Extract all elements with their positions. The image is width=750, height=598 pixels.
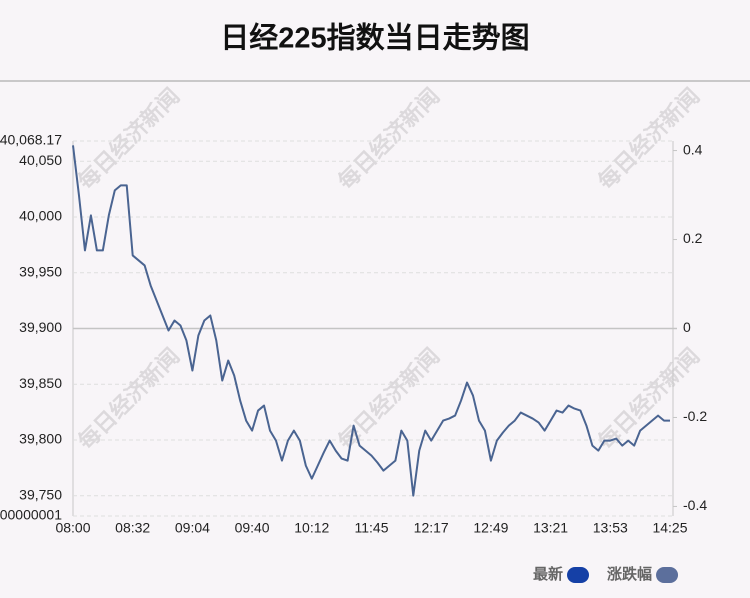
x-tick-label: 08:32 <box>115 520 150 536</box>
price-line <box>72 145 670 497</box>
watermark: 每日经济新闻 <box>593 343 704 454</box>
x-tick-label: 11:45 <box>355 520 389 536</box>
x-tick-label: 13:53 <box>593 520 628 536</box>
watermark: 每日经济新闻 <box>333 83 444 194</box>
watermark: 每日经济新闻 <box>73 83 184 194</box>
x-tick-label: 09:04 <box>175 520 210 536</box>
watermark: 每日经济新闻 <box>333 343 444 454</box>
x-tick-label: 13:21 <box>533 520 568 536</box>
legend-label: 涨跌幅 <box>607 565 652 583</box>
y2-tick-label: -0.2 <box>683 408 707 424</box>
y-tick-label: 40,000 <box>19 208 62 224</box>
y-tick-label: 39,900 <box>19 319 62 335</box>
x-tick-label: 12:49 <box>473 520 508 536</box>
y2-tick-label: 0.4 <box>683 141 703 157</box>
y2-tick-label: -0.4 <box>683 497 707 513</box>
y-tick-label: 39,950 <box>19 263 62 279</box>
x-tick-label: 14:25 <box>652 520 687 536</box>
legend-label: 最新 <box>533 565 563 583</box>
x-tick-label: 08:00 <box>55 520 90 536</box>
legend-swatch <box>656 567 679 583</box>
x-tick-label: 09:40 <box>235 520 270 536</box>
y-tick-label: 39,800 <box>19 431 62 447</box>
y-tick-label: 40,068.17 <box>0 132 62 148</box>
x-tick-label: 12:17 <box>414 520 449 536</box>
watermark: 每日经济新闻 <box>73 343 184 454</box>
x-tick-label: 10:12 <box>294 520 329 536</box>
watermark: 每日经济新闻 <box>593 83 704 194</box>
y-tick-label: 39,750 <box>19 486 62 502</box>
y-tick-label: 40,050 <box>19 152 62 168</box>
y-tick-label: 39,731.8300000001 <box>0 507 62 523</box>
chart-title: 日经225指数当日走势图 <box>220 21 529 55</box>
y-tick-label: 39,850 <box>19 375 62 391</box>
y2-tick-label: 0 <box>683 319 691 335</box>
y2-tick-label: 0.2 <box>683 230 703 246</box>
legend-swatch <box>567 567 590 583</box>
